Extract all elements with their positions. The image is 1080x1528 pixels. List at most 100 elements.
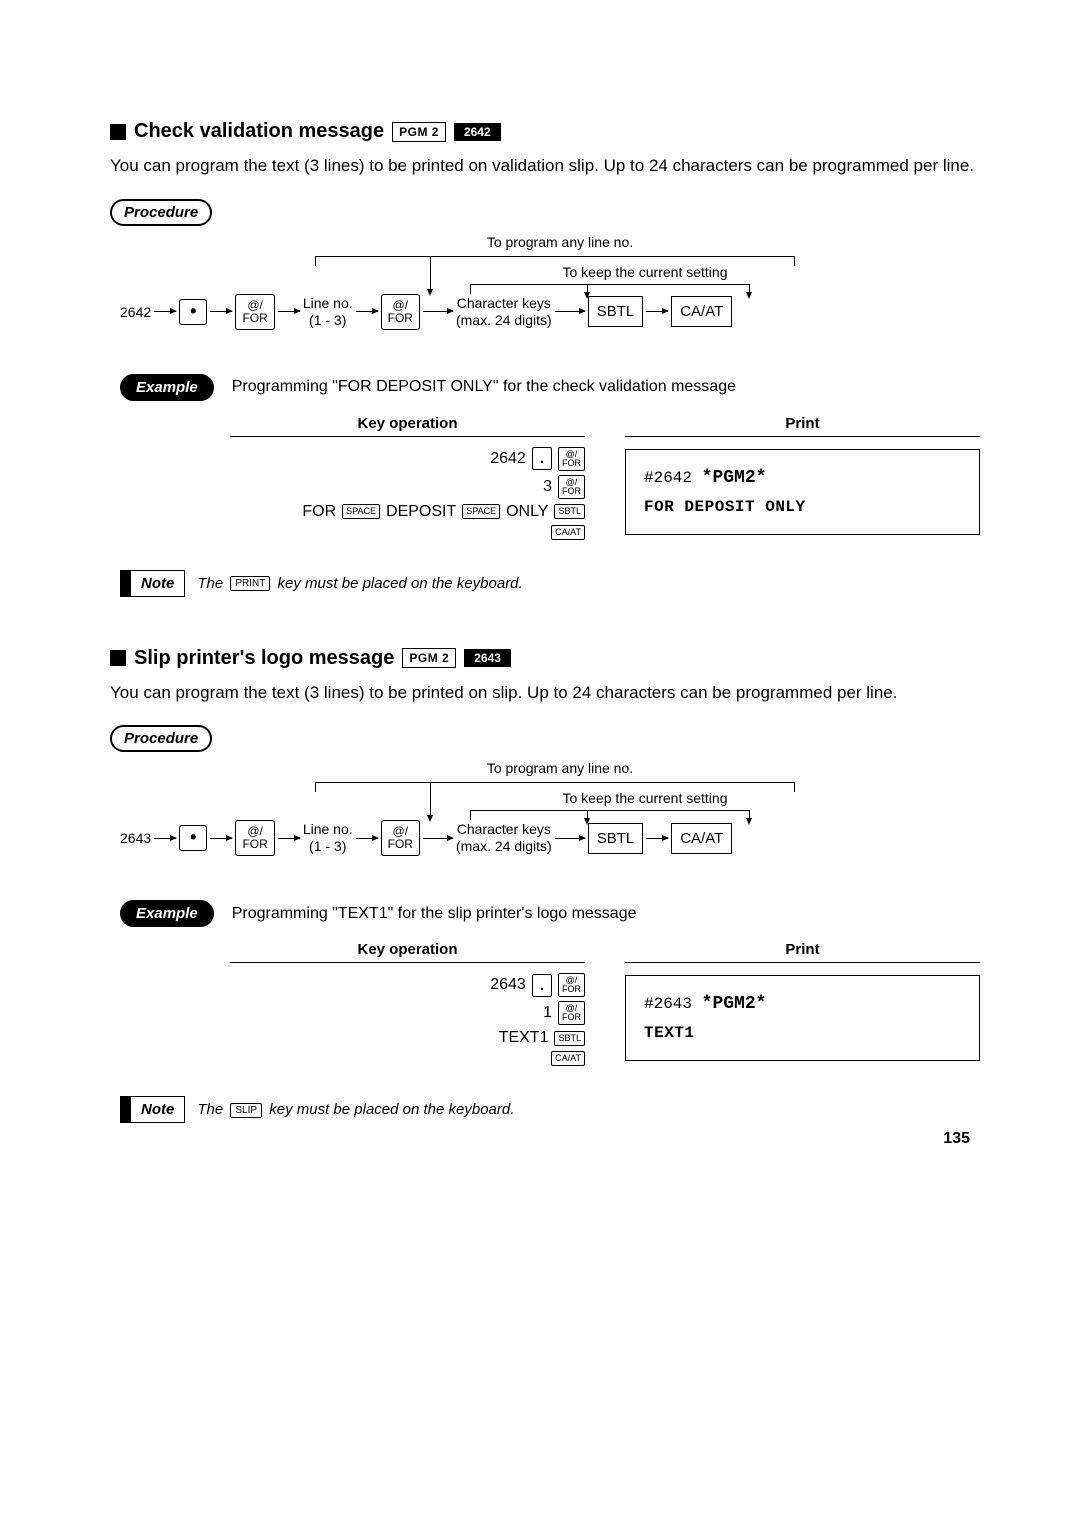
tick bbox=[315, 782, 316, 792]
line-no: Line no. bbox=[303, 295, 353, 311]
for-key: @/ FOR bbox=[558, 447, 585, 471]
example-row: Example Programming "TEXT1" for the slip… bbox=[120, 900, 980, 927]
section-title: Check validation message bbox=[134, 120, 384, 143]
example-columns: Key operation 2642 . @/ FOR 3 @/ FOR bbox=[230, 415, 980, 540]
note-flag: Note bbox=[120, 570, 185, 597]
key-operation-column: Key operation 2643 . @/ FOR 1 @/ FOR bbox=[230, 941, 585, 1066]
print-column: Print #2643 *PGM2* TEXT1 bbox=[625, 941, 980, 1066]
example-columns: Key operation 2643 . @/ FOR 1 @/ FOR bbox=[230, 941, 980, 1066]
for-key: @/ FOR bbox=[558, 475, 585, 499]
op-row: FOR SPACE DEPOSIT SPACE ONLY SBTL bbox=[302, 503, 585, 521]
op-row: TEXT1 SBTL bbox=[499, 1029, 585, 1047]
section-description: You can program the text (3 lines) to be… bbox=[110, 153, 980, 179]
key-top: @/ bbox=[247, 824, 263, 838]
procedure-pill: Procedure bbox=[110, 199, 212, 226]
line-range: (1 - 3) bbox=[309, 838, 346, 854]
tick bbox=[470, 284, 471, 294]
bracket-top bbox=[315, 782, 795, 783]
op-row: 2643 . @/ FOR bbox=[490, 973, 585, 997]
note-bar-icon bbox=[120, 570, 130, 597]
op-row: 1 @/ FOR bbox=[543, 1001, 585, 1025]
key-top: @/ bbox=[393, 298, 409, 312]
tick bbox=[430, 782, 431, 817]
job-badge: 2642 bbox=[454, 123, 501, 141]
page-number: 135 bbox=[943, 1130, 970, 1148]
caat-key: CA/AT bbox=[551, 525, 585, 540]
example-description: Programming "FOR DEPOSIT ONLY" for the c… bbox=[232, 378, 736, 396]
note-text: The PRINT key must be placed on the keyb… bbox=[197, 575, 522, 592]
print-hash: #2643 bbox=[644, 995, 692, 1013]
for-key: @/ FOR bbox=[381, 294, 420, 330]
tick bbox=[794, 256, 795, 266]
print-output-box: #2643 *PGM2* TEXT1 bbox=[625, 975, 980, 1061]
procedure-diagram: To program any line no. To keep the curr… bbox=[120, 760, 980, 890]
diagram-note-top: To program any line no. bbox=[380, 234, 740, 250]
key-operation-list: 2642 . @/ FOR 3 @/ FOR FOR SPACE bbox=[230, 447, 585, 540]
note-after: key must be placed on the keyboard. bbox=[269, 1101, 514, 1118]
procedure-diagram: To program any line no. To keep the curr… bbox=[120, 234, 980, 364]
square-icon bbox=[110, 124, 126, 140]
op-word: TEXT1 bbox=[499, 1029, 549, 1047]
example-description: Programming "TEXT1" for the slip printer… bbox=[232, 905, 637, 923]
for-key: @/ FOR bbox=[558, 973, 585, 997]
note-after: key must be placed on the keyboard. bbox=[278, 575, 523, 592]
sbtl-key: SBTL bbox=[554, 1031, 585, 1046]
arrow-icon bbox=[210, 311, 232, 312]
bracket-top bbox=[315, 256, 795, 257]
arrow-icon bbox=[646, 311, 668, 312]
start-code: 2642 bbox=[120, 304, 151, 320]
key-operation-column: Key operation 2642 . @/ FOR 3 @/ FOR bbox=[230, 415, 585, 540]
print-hash: #2642 bbox=[644, 469, 692, 487]
arrow-icon bbox=[154, 311, 176, 312]
pgm-badge: PGM 2 bbox=[392, 122, 446, 142]
print-line-1: #2643 *PGM2* bbox=[644, 994, 961, 1014]
line-no-block: Line no. (1 - 3) bbox=[303, 295, 353, 329]
heading: Check validation message PGM 2 2642 bbox=[110, 120, 980, 143]
arrow-icon bbox=[278, 838, 300, 839]
for-key: @/ FOR bbox=[558, 1001, 585, 1025]
note-label: Note bbox=[130, 1096, 185, 1123]
note-label: Note bbox=[130, 570, 185, 597]
line-range: (1 - 3) bbox=[309, 312, 346, 328]
section-title: Slip printer's logo message bbox=[134, 647, 394, 670]
char-max: (max. 24 digits) bbox=[456, 312, 552, 328]
print-line-2: TEXT1 bbox=[644, 1024, 961, 1042]
key-bot: FOR bbox=[388, 311, 413, 325]
note-text: The SLIP key must be placed on the keybo… bbox=[197, 1101, 514, 1118]
caat-key: CA/AT bbox=[671, 296, 732, 327]
arrow-icon bbox=[646, 838, 668, 839]
arrow-icon bbox=[278, 311, 300, 312]
print-title: Print bbox=[625, 941, 980, 963]
sbtl-key: SBTL bbox=[588, 823, 644, 854]
arrow-icon bbox=[423, 838, 453, 839]
char-keys: Character keys bbox=[457, 821, 551, 837]
key-bot: FOR bbox=[388, 837, 413, 851]
op-word: FOR bbox=[302, 503, 336, 521]
flow-row: 2642 • @/ FOR Line no. (1 - 3) @/ FOR Ch… bbox=[120, 294, 732, 330]
print-pgm: PGM2 bbox=[712, 468, 755, 488]
bracket-mid bbox=[470, 284, 750, 285]
char-max: (max. 24 digits) bbox=[456, 838, 552, 854]
key-operation-title: Key operation bbox=[230, 415, 585, 437]
example-row: Example Programming "FOR DEPOSIT ONLY" f… bbox=[120, 374, 980, 401]
op-row: CA/AT bbox=[551, 525, 585, 540]
op-num: 1 bbox=[543, 1004, 552, 1022]
note-flag: Note bbox=[120, 1096, 185, 1123]
note-before: The bbox=[197, 575, 223, 592]
section-check-validation: Check validation message PGM 2 2642 You … bbox=[110, 120, 980, 597]
op-code: 2642 bbox=[490, 450, 526, 468]
section-description: You can program the text (3 lines) to be… bbox=[110, 680, 980, 706]
diagram-note-top: To program any line no. bbox=[380, 760, 740, 776]
tick bbox=[430, 256, 431, 291]
arrow-icon bbox=[555, 311, 585, 312]
diagram-note-mid: To keep the current setting bbox=[515, 264, 775, 280]
dot-key: • bbox=[179, 299, 207, 325]
space-key: SPACE bbox=[462, 504, 500, 519]
heading: Slip printer's logo message PGM 2 2643 bbox=[110, 647, 980, 670]
start-code: 2643 bbox=[120, 830, 151, 846]
print-key: PRINT bbox=[230, 576, 270, 591]
section-slip-printer: Slip printer's logo message PGM 2 2643 Y… bbox=[110, 647, 980, 1124]
line-no: Line no. bbox=[303, 821, 353, 837]
print-line-2: FOR DEPOSIT ONLY bbox=[644, 498, 961, 516]
diagram-note-mid: To keep the current setting bbox=[515, 790, 775, 806]
